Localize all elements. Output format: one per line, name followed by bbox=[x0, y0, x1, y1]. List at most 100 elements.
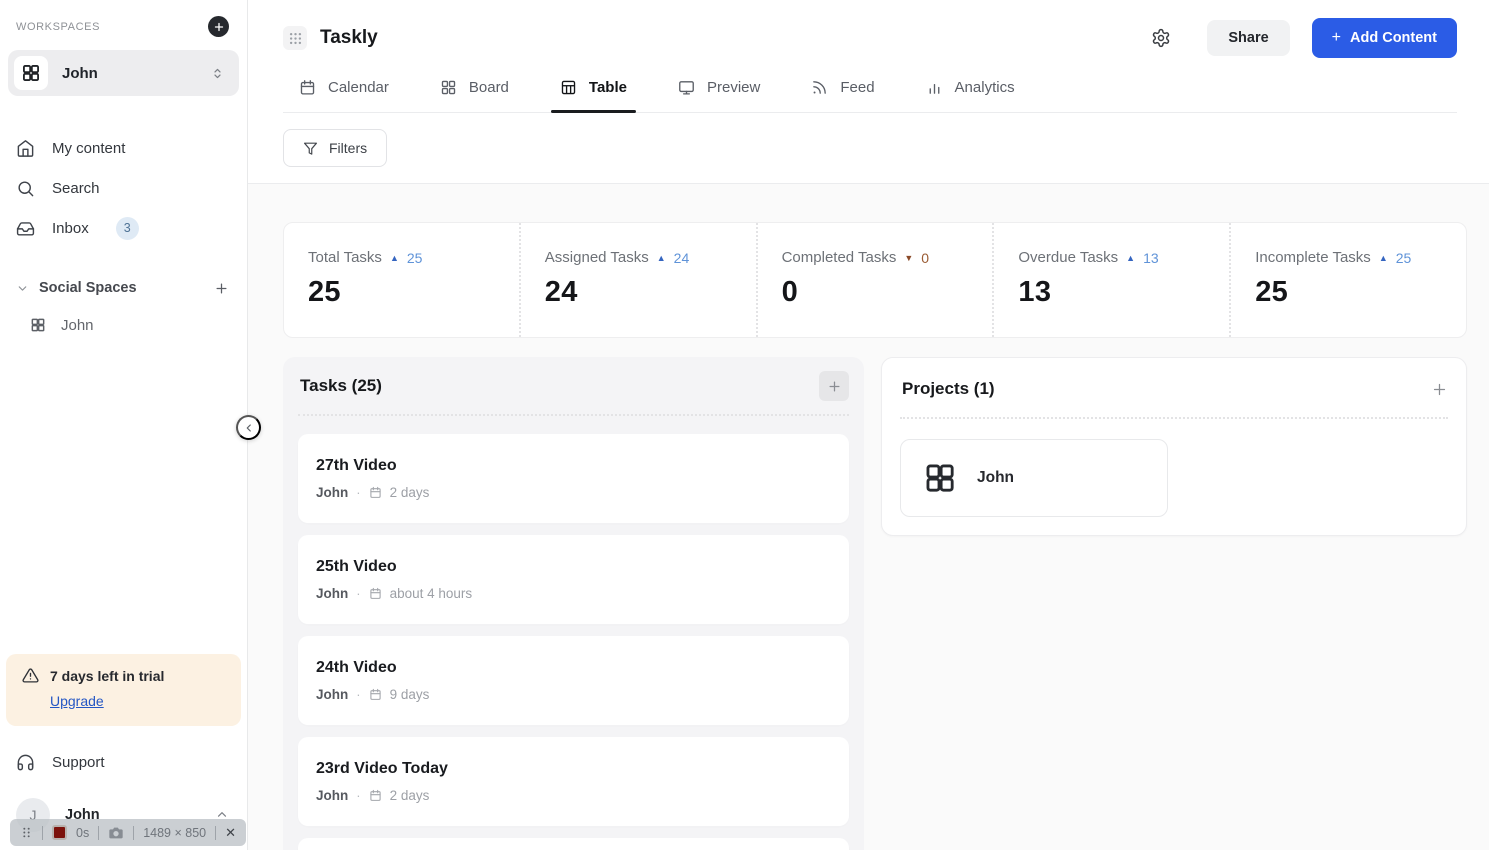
tasks-panel-title: Tasks (25) bbox=[300, 376, 382, 395]
search-icon bbox=[16, 179, 35, 198]
upgrade-link[interactable]: Upgrade bbox=[50, 693, 104, 709]
sidebar-item-social-john[interactable]: John bbox=[0, 306, 247, 344]
stat-label: Total Tasks bbox=[308, 249, 382, 266]
share-button[interactable]: Share bbox=[1207, 20, 1290, 56]
add-task-button[interactable] bbox=[819, 371, 849, 401]
calendar-icon bbox=[369, 688, 382, 701]
close-icon[interactable]: ✕ bbox=[225, 824, 237, 840]
stat-delta: 13 bbox=[1143, 249, 1159, 266]
filter-funnel-icon bbox=[303, 141, 318, 156]
settings-button[interactable] bbox=[1151, 28, 1171, 48]
sidebar-item-label: Support bbox=[52, 753, 105, 771]
social-spaces-header[interactable]: Social Spaces bbox=[0, 270, 247, 306]
trial-notice: 7 days left in trial Upgrade bbox=[6, 654, 241, 726]
drag-handle-icon[interactable] bbox=[20, 826, 33, 839]
task-due: 9 days bbox=[389, 686, 430, 702]
sidebar-collapse-button[interactable] bbox=[236, 415, 261, 440]
workspaces-header: WORKSPACES bbox=[0, 16, 247, 37]
grid-2x2-icon bbox=[23, 65, 39, 81]
workspaces-label: WORKSPACES bbox=[16, 20, 101, 33]
plus-icon bbox=[214, 22, 223, 31]
task-due: 2 days bbox=[389, 484, 430, 500]
tab-calendar[interactable]: Calendar bbox=[290, 77, 398, 112]
workspace-selector[interactable]: John bbox=[8, 50, 239, 96]
stat-completed-tasks: Completed Tasks ▼ 0 0 bbox=[755, 223, 993, 337]
task-assignee: John bbox=[316, 787, 349, 803]
task-card[interactable]: 23rd Video Today John · 2 days bbox=[298, 737, 849, 826]
view-tabs: Calendar Board Table Preview bbox=[283, 77, 1457, 113]
projects-panel: Projects (1) John bbox=[881, 357, 1467, 536]
calendar-icon bbox=[369, 486, 382, 499]
add-content-button[interactable]: + Add Content bbox=[1311, 18, 1457, 58]
add-project-button[interactable] bbox=[1431, 381, 1448, 398]
sidebar-spacer bbox=[0, 344, 247, 654]
sidebar-item-inbox[interactable]: Inbox 3 bbox=[0, 208, 247, 248]
tab-table[interactable]: Table bbox=[550, 77, 637, 113]
tab-analytics[interactable]: Analytics bbox=[917, 77, 1024, 112]
divider bbox=[42, 825, 43, 840]
tab-label: Table bbox=[588, 79, 627, 96]
stat-label: Assigned Tasks bbox=[544, 249, 649, 266]
tab-label: Analytics bbox=[954, 79, 1015, 96]
workspace-name: John bbox=[62, 64, 98, 82]
add-workspace-button[interactable] bbox=[208, 16, 229, 37]
plus-icon: + bbox=[1331, 29, 1342, 46]
sidebar: WORKSPACES John My content Search bbox=[0, 0, 248, 850]
sidebar-item-label: Search bbox=[52, 179, 100, 197]
content-area: Total Tasks ▲ 25 25 Assigned Tasks ▲ 24 … bbox=[248, 184, 1489, 850]
task-assignee: John bbox=[316, 484, 349, 500]
project-card[interactable]: John bbox=[900, 439, 1168, 517]
task-card[interactable]: 25th Video John · about 4 hours bbox=[298, 535, 849, 624]
inbox-icon bbox=[16, 219, 35, 238]
divider bbox=[133, 825, 135, 840]
tasks-panel: Tasks (25) 27th Video John · bbox=[283, 357, 864, 850]
sidebar-item-my-content[interactable]: My content bbox=[0, 128, 247, 168]
task-card[interactable]: 24th Video John · 9 days bbox=[298, 636, 849, 725]
tab-preview[interactable]: Preview bbox=[669, 77, 769, 112]
main-area: Taskly Share + Add Content Calendar bbox=[248, 0, 1489, 850]
chevron-left-icon bbox=[246, 423, 251, 432]
chevron-down-icon bbox=[16, 282, 29, 295]
separator-dot: · bbox=[356, 484, 361, 500]
trend-down-icon: ▼ bbox=[904, 252, 914, 263]
sidebar-item-label: My content bbox=[52, 139, 126, 157]
tab-feed[interactable]: Feed bbox=[802, 77, 883, 112]
plus-icon bbox=[829, 381, 839, 391]
monitor-icon bbox=[678, 79, 695, 96]
sidebar-nav: My content Search Inbox 3 bbox=[0, 128, 247, 248]
divider bbox=[298, 414, 849, 416]
divider bbox=[98, 825, 100, 840]
stat-delta: 24 bbox=[673, 249, 690, 266]
sidebar-item-support[interactable]: Support bbox=[0, 742, 247, 782]
task-due: about 4 hours bbox=[389, 585, 473, 601]
trend-up-icon: ▲ bbox=[1126, 252, 1136, 263]
task-assignee: John bbox=[316, 686, 349, 702]
board-icon bbox=[440, 79, 457, 96]
page-header: Taskly Share + Add Content Calendar bbox=[248, 0, 1489, 113]
stat-label: Incomplete Tasks bbox=[1255, 249, 1371, 266]
trial-message: 7 days left in trial bbox=[50, 667, 165, 684]
stat-value: 25 bbox=[308, 276, 341, 308]
stop-recording-button[interactable] bbox=[52, 825, 67, 840]
task-card[interactable]: 22nd Video bbox=[298, 838, 849, 850]
tab-label: Calendar bbox=[328, 79, 389, 96]
table-icon bbox=[560, 79, 577, 96]
calendar-icon bbox=[369, 587, 382, 600]
trend-up-icon: ▲ bbox=[656, 252, 666, 263]
add-social-space-button[interactable] bbox=[214, 281, 229, 296]
separator-dot: · bbox=[356, 787, 361, 803]
camera-icon[interactable] bbox=[108, 825, 124, 841]
plus-icon bbox=[1433, 383, 1446, 395]
bar-chart-icon bbox=[926, 79, 943, 96]
chevron-updown-icon bbox=[210, 66, 225, 81]
tab-board[interactable]: Board bbox=[431, 77, 518, 112]
sidebar-item-search[interactable]: Search bbox=[0, 168, 247, 208]
tab-label: Board bbox=[468, 79, 509, 96]
projects-panel-title: Projects (1) bbox=[902, 379, 995, 398]
app-drag-handle[interactable] bbox=[283, 26, 307, 50]
social-spaces-label: Social Spaces bbox=[39, 280, 137, 296]
project-name: John bbox=[977, 469, 1015, 486]
inbox-count-badge: 3 bbox=[115, 216, 139, 240]
filters-button[interactable]: Filters bbox=[283, 129, 388, 167]
task-card[interactable]: 27th Video John · 2 days bbox=[298, 434, 849, 523]
